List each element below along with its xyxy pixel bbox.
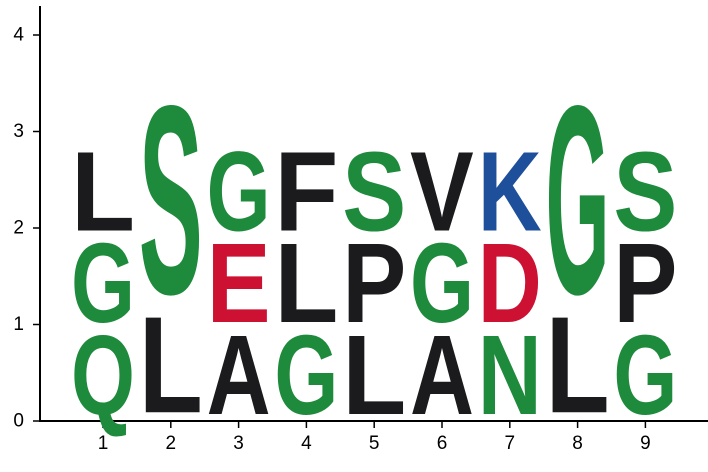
x-tick-label: 4 xyxy=(301,433,312,454)
logo-letter-p: P xyxy=(613,221,677,347)
logo-letter-s: S xyxy=(613,129,677,255)
logo-letter-g: G xyxy=(546,51,610,351)
x-tick-label: 5 xyxy=(369,433,380,454)
logo-letter-g: G xyxy=(613,312,677,439)
x-tick-label: 1 xyxy=(98,433,109,454)
logo-letter-g: G xyxy=(274,312,338,439)
x-tick-label: 9 xyxy=(640,433,651,454)
logo-letter-l: L xyxy=(274,220,338,347)
x-tick-label: 6 xyxy=(437,433,448,454)
logo-letter-l: L xyxy=(546,287,610,441)
logo-letter-a: A xyxy=(410,311,474,438)
logo-letter-g: G xyxy=(207,128,271,255)
x-tick-label: 7 xyxy=(505,433,516,454)
logo-letter-g: G xyxy=(71,220,135,347)
x-tick-label: 2 xyxy=(166,433,177,454)
x-ticks: 1 2 3 4 5 6 7 8 9 xyxy=(98,421,651,454)
logo-letter-e: E xyxy=(207,221,271,347)
logo-letter-n: N xyxy=(478,311,542,438)
logo-letter-a: A xyxy=(207,311,271,438)
logo-letter-f: F xyxy=(274,129,338,256)
logo-letter-k: K xyxy=(478,128,542,255)
logo-letter-l: L xyxy=(139,287,203,441)
y-tick-label: 3 xyxy=(13,121,24,142)
logo-letter-l: L xyxy=(71,129,135,256)
x-tick-label: 8 xyxy=(572,433,583,454)
logo-letter-g: G xyxy=(410,220,474,347)
logo-letter-l: L xyxy=(342,312,406,439)
y-ticks: 0 1 2 3 4 xyxy=(13,25,40,432)
logo-letter-v: V xyxy=(410,129,474,256)
logo-letter-s: S xyxy=(342,129,406,255)
y-tick-label: 2 xyxy=(13,218,24,239)
logo-letter-q: Q xyxy=(71,312,135,439)
x-tick-label: 3 xyxy=(233,433,244,454)
logo-letter-d: D xyxy=(478,220,542,347)
y-tick-label: 4 xyxy=(13,25,24,46)
logo-letter-p: P xyxy=(342,221,406,347)
y-tick-label: 1 xyxy=(13,314,24,335)
logo-letter-s: S xyxy=(139,49,203,350)
y-tick-label: 0 xyxy=(13,411,24,432)
